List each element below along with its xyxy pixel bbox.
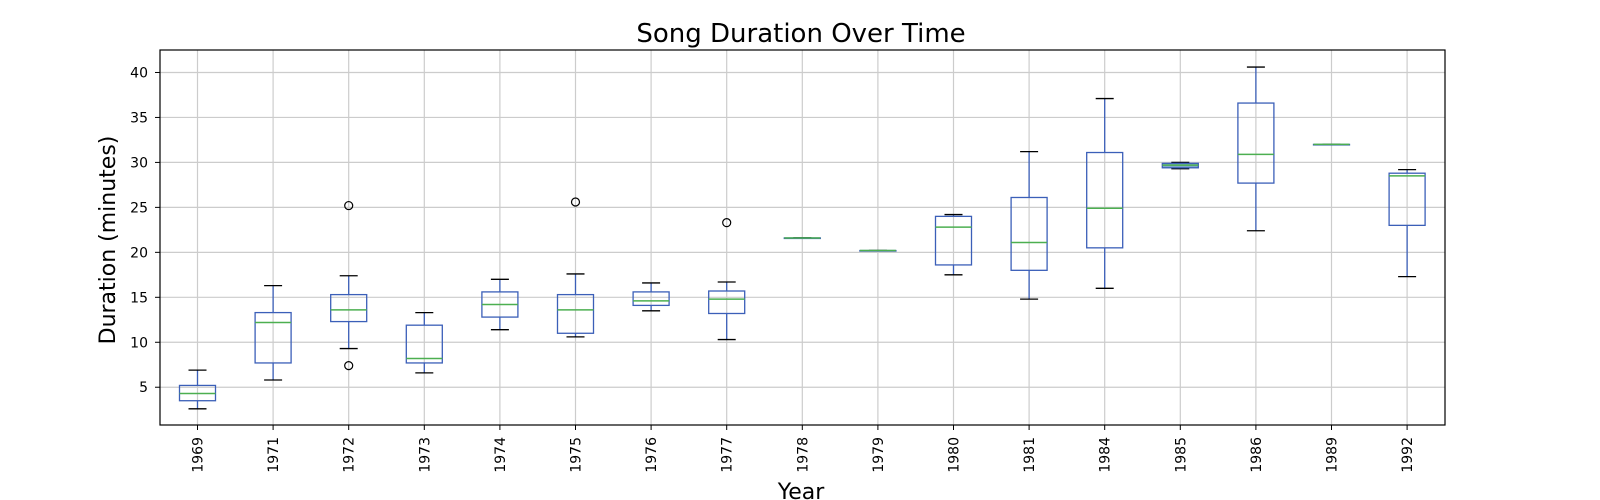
x-tick-label: 1975 <box>569 437 585 473</box>
box-1985 <box>1161 161 1199 170</box>
box-body <box>1010 196 1048 271</box>
box-1981 <box>1010 150 1048 300</box>
x-tick-label: 1978 <box>795 437 811 473</box>
box-body <box>254 311 292 364</box>
y-tick-label: 30 <box>130 155 148 171</box>
x-tick-label: 1977 <box>720 437 736 473</box>
outlier-point <box>344 200 354 211</box>
box-1973 <box>405 311 443 374</box>
box-body <box>1086 151 1124 249</box>
box-1977 <box>708 218 746 341</box>
x-tick-label: 1973 <box>417 437 433 473</box>
x-tick-label: 1974 <box>493 437 509 473</box>
box-1969 <box>178 369 217 410</box>
box-1972 <box>330 200 368 371</box>
y-tick-label: 25 <box>130 200 148 216</box>
y-axis-ticks: 5 10 15 20 25 30 35 40 <box>130 65 160 396</box>
box-body <box>405 324 443 364</box>
x-tick-label: 1985 <box>1173 437 1189 473</box>
y-tick-label: 35 <box>130 110 148 126</box>
x-tick-label: 1989 <box>1325 437 1341 473</box>
box-1992 <box>1388 168 1426 278</box>
box-body <box>708 290 746 315</box>
x-tick-label: 1976 <box>644 437 660 473</box>
x-axis-label: Year <box>777 480 826 500</box>
box-1971 <box>254 284 292 381</box>
box-1986 <box>1237 66 1275 232</box>
box-body <box>934 215 973 266</box>
outlier-point <box>722 218 732 228</box>
box-1984 <box>1086 97 1124 289</box>
box-1989 <box>1312 143 1351 146</box>
box-body <box>1388 172 1426 227</box>
y-axis-label: Duration (minutes) <box>96 136 121 345</box>
x-tick-label: 1984 <box>1098 437 1114 473</box>
x-tick-label: 1969 <box>191 437 207 473</box>
x-tick-label: 1986 <box>1249 437 1265 473</box>
box-body <box>632 291 670 307</box>
x-tick-label: 1979 <box>871 437 887 473</box>
box-body <box>330 293 368 323</box>
y-tick-label: 20 <box>130 245 148 261</box>
box-1976 <box>632 282 670 312</box>
y-tick-label: 10 <box>130 335 148 351</box>
box-1975 <box>556 197 595 338</box>
box-body <box>556 293 595 334</box>
y-tick-label: 5 <box>139 380 148 396</box>
y-tick-label: 15 <box>130 290 148 306</box>
x-tick-label: 1972 <box>342 437 358 473</box>
x-tick-label: 1992 <box>1400 437 1416 473</box>
box-1978 <box>783 237 821 240</box>
outlier-point <box>570 197 581 207</box>
box-1979 <box>859 249 897 252</box>
x-tick-label: 1981 <box>1022 437 1038 473</box>
x-tick-label: 1980 <box>947 437 963 473</box>
chart-title: Song Duration Over Time <box>636 19 965 49</box>
boxes <box>178 66 1426 410</box>
x-tick-label: 1971 <box>266 437 282 473</box>
outlier-point <box>344 361 354 371</box>
x-axis-ticks: 1969 1971 1972 1973 1974 1975 1976 1977 1978 1979… <box>191 425 1416 473</box>
box-body <box>1237 102 1275 184</box>
y-tick-label: 40 <box>130 65 148 81</box>
box-1974 <box>481 278 519 331</box>
box-1980 <box>934 213 973 276</box>
